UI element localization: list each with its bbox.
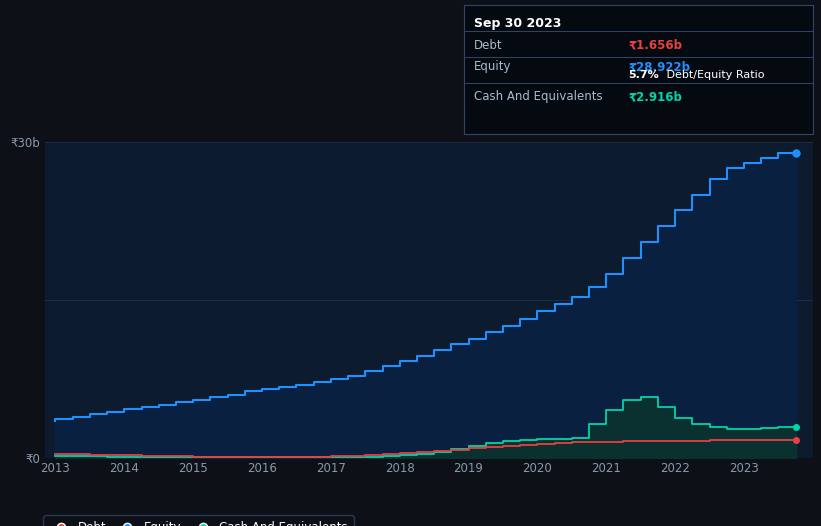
Text: Debt: Debt bbox=[474, 39, 502, 52]
Text: ₹2.916b: ₹2.916b bbox=[628, 90, 682, 103]
Text: ₹28.922b: ₹28.922b bbox=[628, 60, 690, 73]
Text: ₹1.656b: ₹1.656b bbox=[628, 39, 682, 52]
Text: Sep 30 2023: Sep 30 2023 bbox=[474, 17, 561, 30]
Legend: Debt, Equity, Cash And Equivalents: Debt, Equity, Cash And Equivalents bbox=[44, 515, 354, 526]
Text: 5.7%: 5.7% bbox=[628, 70, 658, 80]
Text: Cash And Equivalents: Cash And Equivalents bbox=[474, 90, 603, 103]
Text: Debt/Equity Ratio: Debt/Equity Ratio bbox=[663, 70, 765, 80]
Text: Equity: Equity bbox=[474, 60, 511, 73]
